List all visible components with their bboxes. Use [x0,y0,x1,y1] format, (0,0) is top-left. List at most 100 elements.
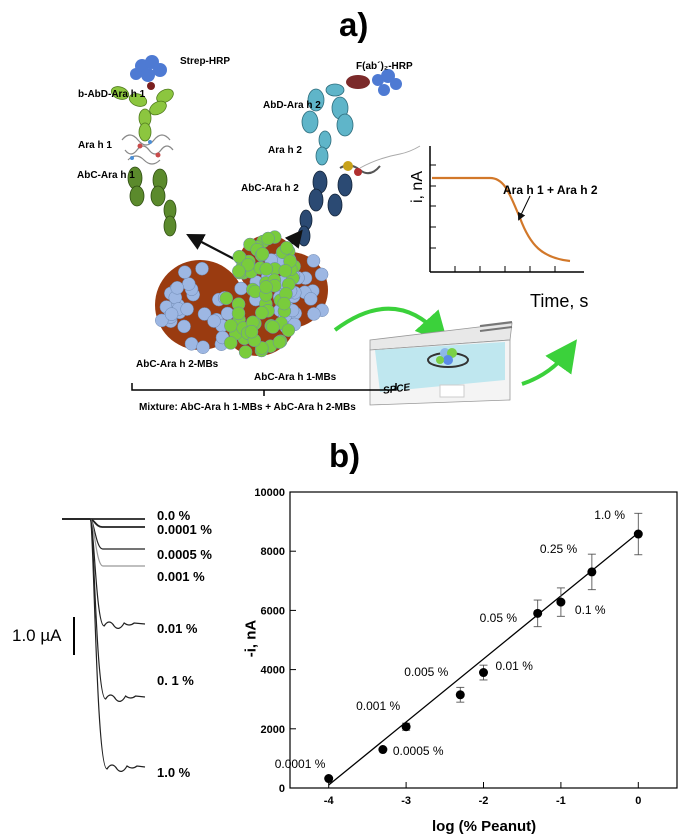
bead [196,340,210,354]
data-point [587,567,597,577]
bead [232,249,247,264]
bead [278,264,293,278]
scale-bar [73,617,75,655]
point-label: 0.01 % [495,658,533,673]
point-label: 0.25 % [539,541,578,556]
bead [178,265,192,279]
inset-x-axis-label: Time, s [530,291,589,311]
y-tick-label: 8000 [261,546,285,558]
bead [307,307,321,321]
calibration-y-axis-label: -i, nA [242,619,260,658]
x-tick-label: -2 [479,795,489,807]
x-tick-label: -4 [324,795,335,807]
bead [272,335,287,349]
ara-h2-label: Ara h 2 [268,145,302,156]
bead [314,267,329,282]
y-tick-label: 0 [279,783,285,795]
calibration-x-axis-label: log (% Peanut) [432,818,537,835]
bead [261,231,275,246]
amperometric-traces [62,518,146,772]
bead [177,319,191,334]
data-point [324,774,334,784]
trace-label: 0.001 % [157,569,205,584]
ara-h1-sandwich-illustration [110,55,177,237]
panel-a-letter: a) [339,6,369,43]
y-tick-label: 10000 [254,487,285,499]
trace-label: 0.0005 % [157,547,212,562]
mixture-caption: Mixture: AbC-Ara h 1-MBs + AbC-Ara h 2-M… [139,402,356,413]
fit-line [328,532,639,786]
point-label: 1.0 % [594,508,625,523]
abd-ara-h2-label: AbD-Ara h 2 [263,100,321,111]
point-label: 0.05 % [479,611,518,626]
trace-line [62,518,146,772]
bead [238,345,253,359]
data-point [556,597,566,607]
bead [170,281,184,295]
x-tick-label: 0 [635,795,641,807]
ara-h1-label: Ara h 1 [78,140,112,151]
bead [197,307,212,321]
x-tick-label: -1 [556,795,566,807]
data-point [533,608,543,618]
data-point [378,745,388,755]
trace-label: 0.01 % [157,621,198,636]
bead [164,307,179,321]
bead [232,264,246,278]
fab-hrp-label: F(ab´)₂-HRP [356,61,413,72]
bead [155,313,169,328]
magnetic-beads-illustration [155,230,329,359]
bead [219,291,234,306]
data-point [633,529,643,539]
point-label: 0.0005 % [392,743,444,758]
trace-label: 0. 1 % [157,673,194,688]
bead [277,296,291,311]
abc-ara-h1-label: AbC-Ara h 1 [77,170,135,181]
scale-bar-label: 1.0 µA [12,626,62,645]
plot-frame [289,491,678,789]
point-label: 0.005 % [404,664,449,679]
trace-line [62,518,146,702]
bead [255,247,270,261]
bead [231,306,246,321]
bead [207,314,221,328]
strep-hrp-label: Strep-HRP [180,56,231,67]
bead [266,320,280,334]
bead [223,336,238,350]
point-label: 0.1 % [574,603,606,618]
trace-label: 0.0001 % [157,522,212,537]
bead [255,306,269,320]
mbs-h2-label: AbC-Ara h 2-MBs [136,359,219,370]
bead [244,324,259,339]
y-tick-label: 2000 [261,724,285,736]
trace-label: 0.0 % [157,508,191,523]
b-abd-ara-h1-label: b-AbD-Ara h 1 [78,89,146,100]
panel-a-illustration [110,55,584,406]
data-point [455,690,465,700]
bead [180,302,194,316]
panel-b-letter: b) [329,437,361,474]
bead [259,280,273,294]
trace-line [62,518,146,629]
bead [281,323,296,337]
inset-curve-label: Ara h 1 + Ara h 2 [503,183,598,197]
point-label: 0.0001 % [274,756,326,771]
bead [306,254,321,268]
data-point [479,668,488,678]
spce-electrode-illustration [369,321,513,406]
bead [304,292,318,306]
bead [195,261,209,276]
mbs-h1-label: AbC-Ara h 1-MBs [254,372,337,383]
bead [280,241,294,255]
y-tick-label: 4000 [261,665,285,677]
y-tick-label: 6000 [261,605,285,617]
bead [259,262,274,276]
trace-label: 1.0 % [157,765,191,780]
inset-amperometric-chart [429,146,584,273]
abc-ara-h2-label: AbC-Ara h 2 [241,183,299,194]
bead [241,257,255,272]
point-label: 0.001 % [356,698,401,713]
x-tick-label: -3 [401,795,411,807]
data-point [401,722,411,732]
